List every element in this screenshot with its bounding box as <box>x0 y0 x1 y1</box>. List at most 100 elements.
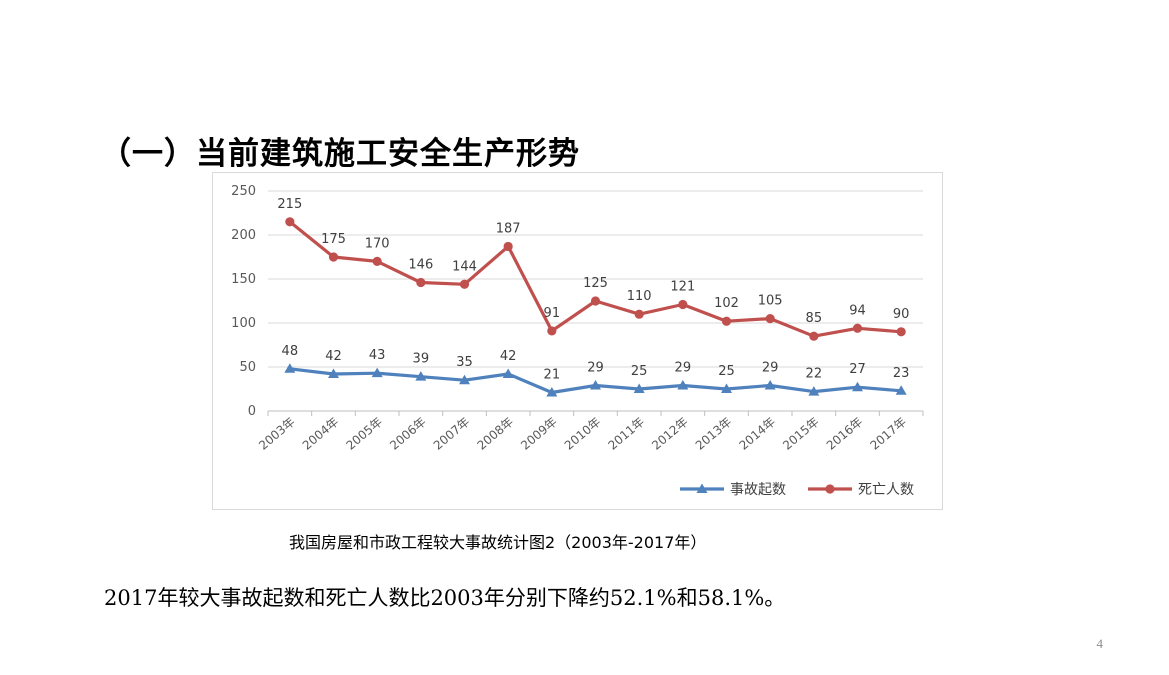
data-label: 187 <box>496 221 521 236</box>
data-label: 27 <box>849 362 866 377</box>
summary-text: 2017年较大事故起数和死亡人数比2003年分别下降约52.1%和58.1%。 <box>104 586 786 610</box>
data-label: 29 <box>762 360 779 375</box>
data-point <box>721 383 732 393</box>
data-point <box>764 379 776 390</box>
y-tick-label: 150 <box>231 272 256 287</box>
data-point <box>284 363 296 373</box>
data-point <box>633 383 645 393</box>
chart-legend: 事故起数 死亡人数 <box>680 482 914 498</box>
y-axis-ticks: 0 50 100 150 200 250 <box>231 184 256 419</box>
page-number: 4 <box>1096 636 1104 651</box>
data-point <box>328 252 339 262</box>
data-point <box>285 217 295 227</box>
data-label: 42 <box>325 349 342 364</box>
data-label: 43 <box>369 348 386 363</box>
data-label: 175 <box>321 232 346 247</box>
y-tick-label: 200 <box>231 228 256 243</box>
data-point <box>852 323 863 333</box>
x-tick-label: 2014年 <box>737 415 779 453</box>
data-label: 102 <box>714 296 739 311</box>
data-point <box>503 241 513 252</box>
data-point <box>328 368 339 379</box>
data-label: 25 <box>718 364 735 379</box>
data-point <box>547 326 557 336</box>
y-tick-label: 100 <box>231 316 256 331</box>
x-tick-label: 2010年 <box>562 415 604 453</box>
data-point <box>415 371 427 381</box>
data-point <box>459 279 470 289</box>
x-tick-label: 2006年 <box>387 415 429 453</box>
data-label: 105 <box>758 294 783 309</box>
data-label: 125 <box>583 276 608 291</box>
section-heading: （一）当前建筑施工安全生产形势 <box>100 136 580 172</box>
data-point <box>721 316 732 326</box>
x-tick-label: 2012年 <box>649 415 691 453</box>
x-axis: 2003年 2004年 2005年 2006年 2007年 2008年 2009年 2010年… <box>256 410 924 453</box>
data-point <box>590 379 601 390</box>
data-label: 23 <box>893 366 910 381</box>
data-label: 25 <box>631 364 648 379</box>
data-label: 215 <box>277 197 302 212</box>
x-tick-label: 2003年 <box>256 415 298 453</box>
legend-label: 死亡人数 <box>858 482 914 498</box>
data-label: 85 <box>806 311 823 326</box>
data-point <box>371 367 383 378</box>
x-tick-label: 2009年 <box>518 415 560 453</box>
data-point <box>416 277 426 288</box>
data-point <box>895 385 907 395</box>
x-tick-label: 2016年 <box>824 415 866 453</box>
data-point <box>372 256 382 266</box>
data-label: 21 <box>544 368 561 383</box>
data-point <box>896 327 906 337</box>
data-label: 42 <box>500 349 517 364</box>
legend-marker <box>696 483 708 493</box>
grid-lines <box>268 190 923 368</box>
data-point <box>546 387 558 397</box>
legend-item-2: 死亡人数 <box>808 482 914 498</box>
data-point <box>459 374 470 385</box>
data-label: 91 <box>544 306 561 321</box>
data-label: 48 <box>282 344 299 359</box>
data-point <box>809 331 819 341</box>
x-tick-label: 2017年 <box>868 415 910 453</box>
x-tick-label: 2015年 <box>780 415 822 453</box>
y-tick-label: 50 <box>239 360 256 375</box>
data-label: 94 <box>849 303 866 318</box>
data-label: 90 <box>893 307 910 322</box>
series-layer: 48 42 43 39 35 42 21 29 25 29 25 29 22 27 23 215 175 170 1… <box>277 197 909 397</box>
data-label: 146 <box>408 258 433 273</box>
data-point <box>852 381 863 392</box>
data-point <box>677 379 689 390</box>
data-point <box>590 296 601 306</box>
chart-frame: 0 50 100 150 200 250 2003年 2004年 2005年 2006年 2007… <box>212 172 943 510</box>
y-tick-label: 250 <box>231 184 256 199</box>
data-label: 29 <box>675 360 692 375</box>
x-tick-label: 2004年 <box>300 415 342 453</box>
legend-label: 事故起数 <box>730 482 786 498</box>
chart-caption: 我国房屋和市政工程较大事故统计图2（2003年-2017年） <box>289 533 707 552</box>
data-label: 110 <box>627 289 652 304</box>
x-tick-label: 2013年 <box>693 415 735 453</box>
data-point <box>765 314 775 324</box>
x-tick-label: 2007年 <box>431 415 473 453</box>
legend-marker <box>825 484 835 494</box>
data-label: 144 <box>452 259 477 274</box>
x-tick-label: 2008年 <box>475 415 517 453</box>
accident-line-chart: 0 50 100 150 200 250 2003年 2004年 2005年 2006年 2007… <box>231 184 924 498</box>
data-point <box>808 386 820 396</box>
data-label: 121 <box>670 280 695 295</box>
series-1: 48 42 43 39 35 42 21 29 25 29 25 29 22 27 23 <box>282 344 910 397</box>
legend-item-1: 事故起数 <box>680 482 786 498</box>
data-point <box>502 368 514 379</box>
series-2: 215 175 170 146 144 187 91 125 110 121 102 105 85 94 9… <box>277 197 909 341</box>
data-label: 29 <box>587 360 604 375</box>
x-tick-label: 2005年 <box>344 415 386 453</box>
data-point <box>678 299 688 310</box>
x-tick-label: 2011年 <box>606 415 648 453</box>
data-label: 170 <box>365 236 390 251</box>
data-point <box>634 309 644 319</box>
y-tick-label: 0 <box>248 404 256 419</box>
data-label: 39 <box>413 352 430 367</box>
data-label: 22 <box>806 367 823 382</box>
data-label: 35 <box>456 355 473 370</box>
